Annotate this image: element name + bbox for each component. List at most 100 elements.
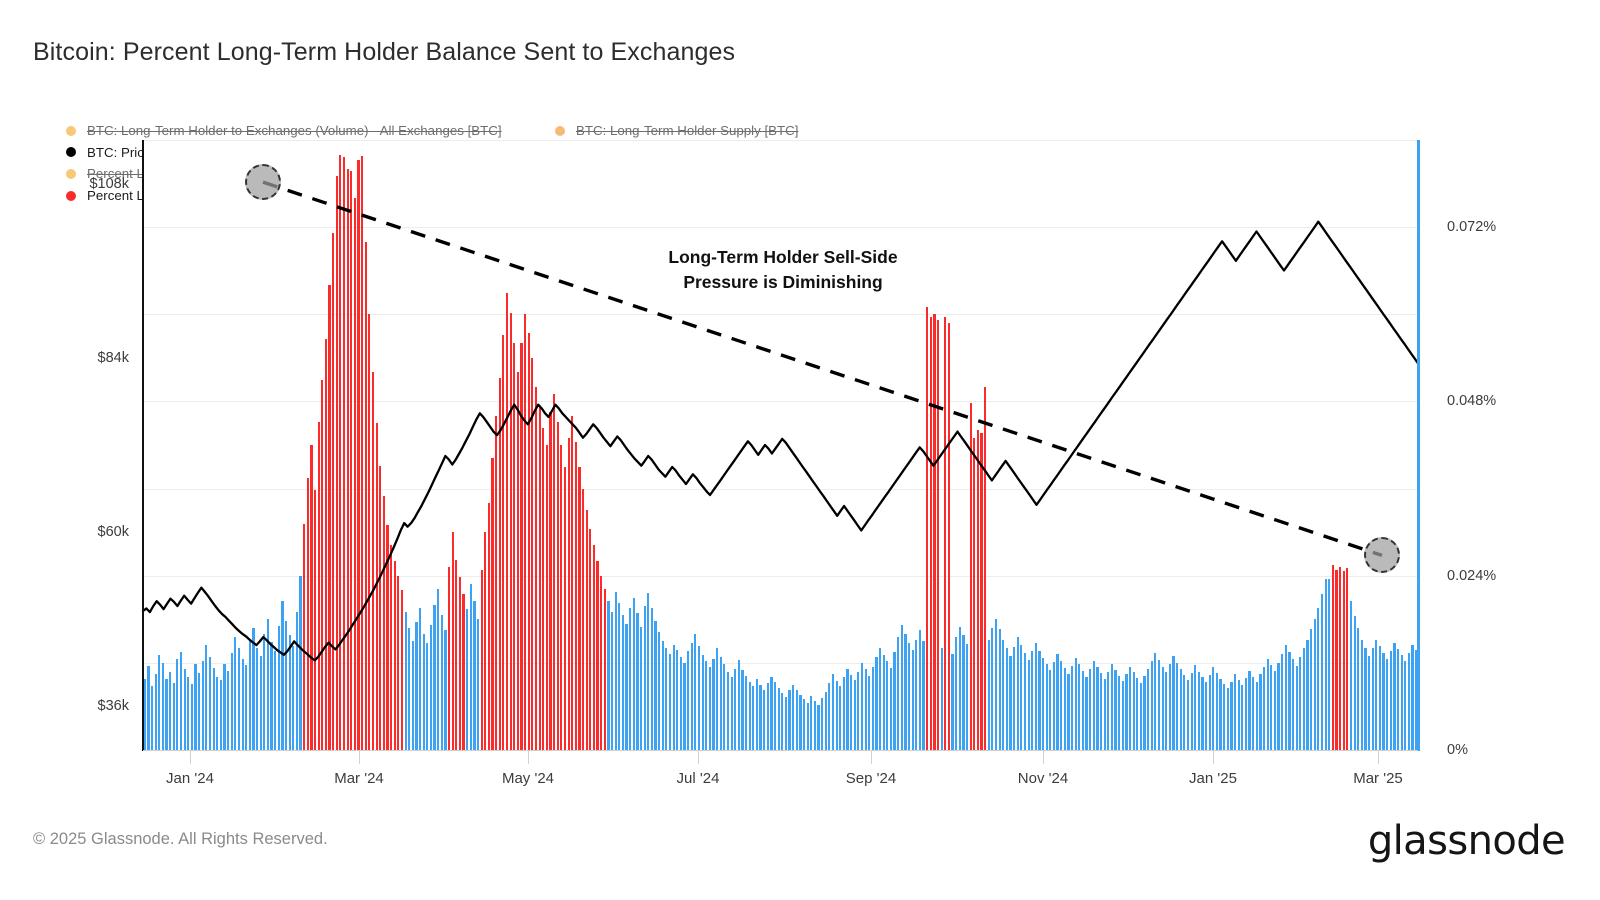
chart-bar <box>375 423 378 750</box>
chart-bar <box>487 503 490 750</box>
chart-bar <box>1052 662 1056 750</box>
chart-bar <box>614 591 617 750</box>
chart-bar <box>1002 639 1005 750</box>
chart-bar <box>596 561 599 750</box>
chart-bar <box>1179 669 1182 750</box>
y-axis-left-tick: $60k <box>97 524 129 541</box>
chart-bar <box>661 641 664 750</box>
chart-bar <box>1147 668 1150 750</box>
chart-bar <box>473 601 476 750</box>
chart-bar <box>1078 664 1081 750</box>
chart-bar <box>1118 675 1121 750</box>
chart-bar <box>1045 664 1048 750</box>
price-line-layer <box>141 180 1420 662</box>
chart-bar <box>169 671 172 750</box>
x-axis-tick-label: Sep '24 <box>845 770 897 787</box>
chart-bar <box>1324 579 1327 750</box>
chart-bar <box>1107 671 1110 750</box>
chart-bar <box>625 624 628 750</box>
trendline-end-marker <box>1364 537 1400 574</box>
chart-bar <box>321 379 324 750</box>
chart-bar <box>632 597 635 750</box>
legend-item-right-0[interactable]: BTC: Long-Term Holder Supply [BTC] <box>555 120 892 142</box>
x-axis-tick-label: Jan '25 <box>1189 770 1237 787</box>
chart-bar <box>357 160 360 750</box>
chart-bar <box>969 402 972 750</box>
chart-bar <box>1237 679 1240 750</box>
chart-bar <box>944 317 947 750</box>
chart-bar <box>306 477 309 750</box>
chart-bar <box>1063 667 1066 750</box>
gridline <box>143 401 1418 403</box>
trendline-start-marker <box>245 164 281 201</box>
chart-bar <box>1339 567 1342 750</box>
chart-bar <box>332 232 335 750</box>
chart-bar <box>422 633 425 750</box>
chart-bar <box>773 681 777 750</box>
chart-bar <box>292 646 295 750</box>
chart-bar <box>777 687 780 750</box>
legend-item-left-0[interactable]: BTC: Long-Term Holder to Exchanges (Volu… <box>66 120 502 142</box>
chart-bar <box>379 466 382 750</box>
chart-bar <box>339 154 342 750</box>
chart-bar <box>955 636 958 750</box>
chart-bar <box>766 683 769 750</box>
chart-bar <box>502 334 505 750</box>
chart-bar <box>936 320 940 750</box>
chart-bar <box>839 686 842 750</box>
chart-bar <box>274 651 277 750</box>
chart-bar <box>806 702 809 750</box>
chart-bar <box>980 433 983 750</box>
chart-bar <box>610 612 614 750</box>
chart-bar <box>266 618 270 750</box>
chart-bar <box>817 704 820 750</box>
chart-bar <box>520 343 523 750</box>
chart-bar <box>741 670 744 750</box>
copyright-text: © 2025 Glassnode. All Rights Reserved. <box>33 830 328 848</box>
chart-bar <box>288 635 291 750</box>
chart-bar <box>603 588 606 750</box>
chart-bar <box>882 654 885 750</box>
chart-bar <box>1172 655 1175 750</box>
glassnode-logo: glassnode <box>1367 818 1566 864</box>
chart-bar <box>1067 673 1070 750</box>
chart-bar <box>179 651 183 750</box>
chart-bar <box>589 528 592 750</box>
chart-bar <box>263 633 266 750</box>
chart-bar <box>1194 665 1197 750</box>
chart-bar <box>850 675 853 750</box>
chart-bar <box>1009 655 1012 750</box>
gridline <box>143 662 1418 664</box>
chart-bar <box>744 675 748 750</box>
chart-bar <box>371 372 375 750</box>
chart-bar <box>716 648 719 750</box>
chart-bar <box>730 677 733 750</box>
chart-bar <box>1360 639 1363 750</box>
chart-bar <box>230 653 233 750</box>
chart-bar <box>245 665 248 750</box>
chart-bar <box>527 333 530 750</box>
chart-bar <box>1023 653 1027 750</box>
y-axis-left-tick: $84k <box>97 349 129 366</box>
chart-bar <box>1266 658 1269 750</box>
chart-bar <box>994 619 998 750</box>
x-axis-tick-mark <box>1378 751 1379 764</box>
chart-bar <box>723 664 726 750</box>
chart-bar <box>933 314 936 750</box>
chart-bar <box>929 317 932 750</box>
chart-bar <box>397 575 400 750</box>
chart-bar <box>853 680 856 750</box>
chart-annotation: Long-Term Holder Sell-Side Pressure is D… <box>637 245 929 295</box>
chart-bar <box>828 683 831 750</box>
chart-bar <box>1085 676 1088 750</box>
chart-bar <box>303 524 306 750</box>
chart-bar <box>1020 645 1023 750</box>
chart-bar <box>201 661 204 750</box>
chart-bar <box>183 668 186 750</box>
btc-price-line <box>141 220 1420 662</box>
chart-bar <box>618 603 621 750</box>
chart-bar <box>350 170 353 750</box>
chart-bar <box>400 590 404 750</box>
chart-bar <box>907 642 911 750</box>
chart-bar <box>864 669 867 750</box>
